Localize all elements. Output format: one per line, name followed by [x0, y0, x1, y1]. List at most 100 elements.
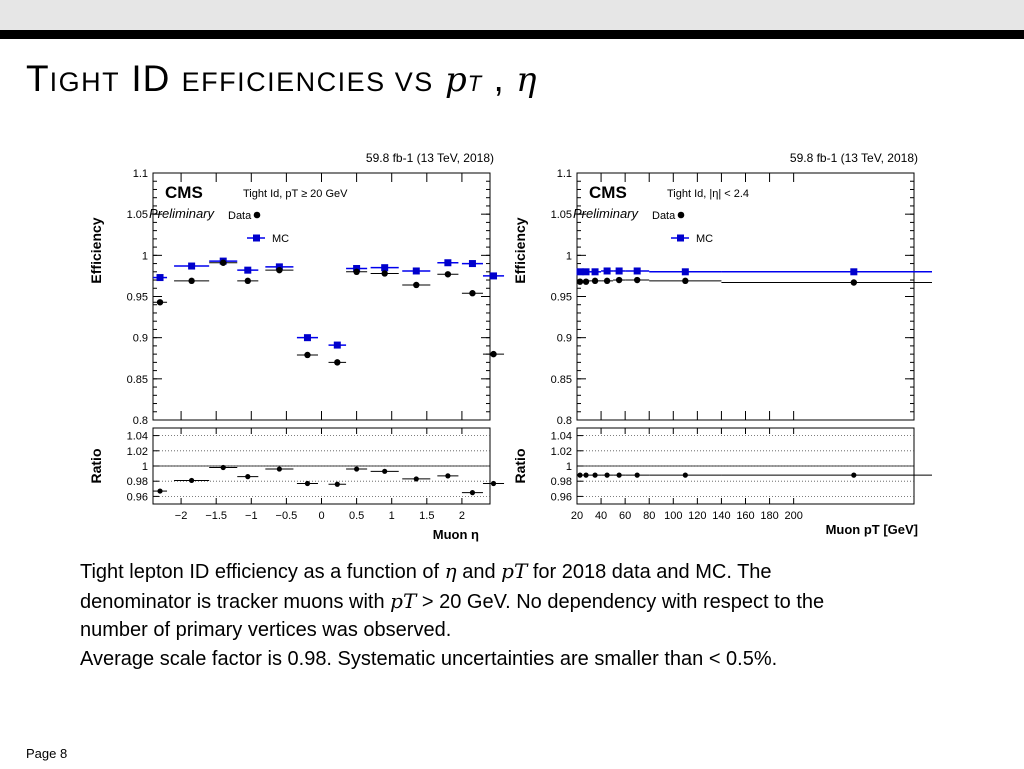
title-sub: T [467, 71, 483, 96]
x-tick-label: 200 [784, 510, 802, 522]
data-point [276, 266, 283, 274]
ratio-point [634, 472, 640, 478]
x-tick-label: 100 [664, 510, 682, 522]
x-tick-label: 160 [736, 510, 754, 522]
data-point [220, 259, 227, 266]
mc-point [156, 274, 164, 282]
experiment-label: CMS [165, 183, 203, 202]
data-point [576, 278, 584, 285]
ratio-y-tick-label: 1.02 [551, 446, 572, 458]
ratio-y-tick-label: 0.96 [127, 491, 148, 503]
x-tick-label: −2 [175, 510, 188, 522]
data-point [413, 281, 420, 289]
ratio-axis-title: Ratio [512, 449, 528, 484]
data-point [490, 350, 497, 358]
x-tick-label: 2 [459, 510, 465, 522]
title-eta: η [516, 60, 538, 100]
selection-label: Tight Id, pT ≥ 20 GeV [243, 188, 348, 200]
x-tick-label: −1 [245, 510, 258, 522]
legend-mc-label: MC [696, 233, 713, 245]
caption-line-3: number of primary vertices was observed. [80, 619, 452, 641]
ratio-y-tick-label: 0.96 [551, 491, 572, 503]
mc-point [850, 268, 858, 276]
y-tick-label: 0.9 [133, 333, 148, 345]
caption-line-2: denominator is tracker muons with pT > 2… [80, 587, 960, 617]
y-tick-label: 1.1 [133, 168, 148, 180]
lumi-label: 59.8 fb-1 (13 TeV, 2018) [366, 151, 494, 165]
x-tick-label: 140 [712, 510, 730, 522]
mc-point [576, 268, 584, 276]
x-tick-label: 60 [619, 510, 631, 522]
ratio-point [445, 473, 451, 479]
ratio-y-tick-label: 1.04 [127, 431, 148, 443]
mc-point [490, 272, 498, 280]
ratio-point [604, 472, 610, 478]
lumi-label: 59.8 fb-1 (13 TeV, 2018) [790, 151, 918, 165]
mc-point [303, 334, 311, 342]
data-point [444, 271, 452, 278]
title-cap: T [26, 58, 50, 99]
ratio-y-tick-label: 1 [142, 461, 148, 473]
data-point [304, 351, 311, 359]
caption-text: and [462, 561, 496, 583]
mc-point [244, 266, 252, 274]
ratio-point [469, 490, 476, 496]
data-point [633, 276, 641, 284]
ratio-point [592, 472, 598, 478]
mc-point [333, 341, 341, 349]
mc-point [582, 268, 590, 276]
x-tick-label: −1.5 [205, 510, 227, 522]
y-tick-label: 1 [566, 250, 572, 262]
caption: Tight lepton ID efficiency as a function… [80, 557, 960, 673]
x-tick-label: 40 [595, 510, 607, 522]
ratio-point [354, 466, 360, 472]
data-point [615, 276, 623, 284]
mc-point [353, 265, 361, 273]
mc-point [444, 259, 452, 267]
x-tick-label: 0.5 [349, 510, 364, 522]
data-point [469, 290, 476, 297]
x-axis-title: Muon pT [GeV] [826, 522, 918, 537]
data-point [591, 277, 599, 285]
data-point [381, 270, 388, 277]
legend-mc-label: MC [272, 233, 289, 245]
top-bar [0, 0, 1024, 30]
x-tick-label: 0 [318, 510, 324, 522]
y-tick-label: 0.9 [557, 333, 572, 345]
data-point [156, 299, 164, 306]
data-point [582, 278, 590, 285]
legend-data-marker [253, 211, 261, 219]
data-point [334, 359, 341, 366]
ratio-point [157, 488, 163, 494]
x-tick-label: 120 [688, 510, 706, 522]
caption-pt: pT [390, 588, 417, 613]
ratio-point [490, 480, 497, 487]
title-word-tight: IGHT [49, 67, 121, 97]
ratio-y-tick-label: 1.02 [127, 446, 148, 458]
mc-point [275, 263, 283, 271]
status-label: Preliminary [149, 206, 216, 221]
title-comma: , [493, 58, 505, 99]
mc-point [468, 260, 476, 268]
ratio-point [334, 481, 340, 487]
data-point [603, 277, 611, 285]
ratio-point [616, 472, 622, 478]
mc-point [681, 268, 689, 276]
pt-efficiency-plot: 0.8 0.85 0.9 0.95 1 1.05 1.1 0.96 0.98 1 1.02 1.04 2… [512, 151, 932, 537]
y-tick-label: 1.1 [557, 168, 572, 180]
ratio-y-tick-label: 0.98 [551, 476, 572, 488]
ratio-point [220, 464, 226, 471]
ratio-point [382, 468, 388, 474]
legend-data-marker [677, 211, 685, 219]
title-p: p [445, 60, 468, 100]
ratio-point [189, 477, 195, 484]
data-point [353, 268, 360, 275]
experiment-label: CMS [589, 183, 627, 202]
caption-pt: pT [501, 559, 528, 583]
ratio-axis-title: Ratio [88, 449, 104, 484]
ratio-y-tick-label: 1.04 [551, 431, 572, 443]
legend-data-label: Data [652, 210, 676, 222]
selection-label: Tight Id, |η| < 2.4 [667, 188, 749, 200]
x-tick-label: 1 [389, 510, 395, 522]
y-axis-title: Efficiency [512, 217, 528, 283]
